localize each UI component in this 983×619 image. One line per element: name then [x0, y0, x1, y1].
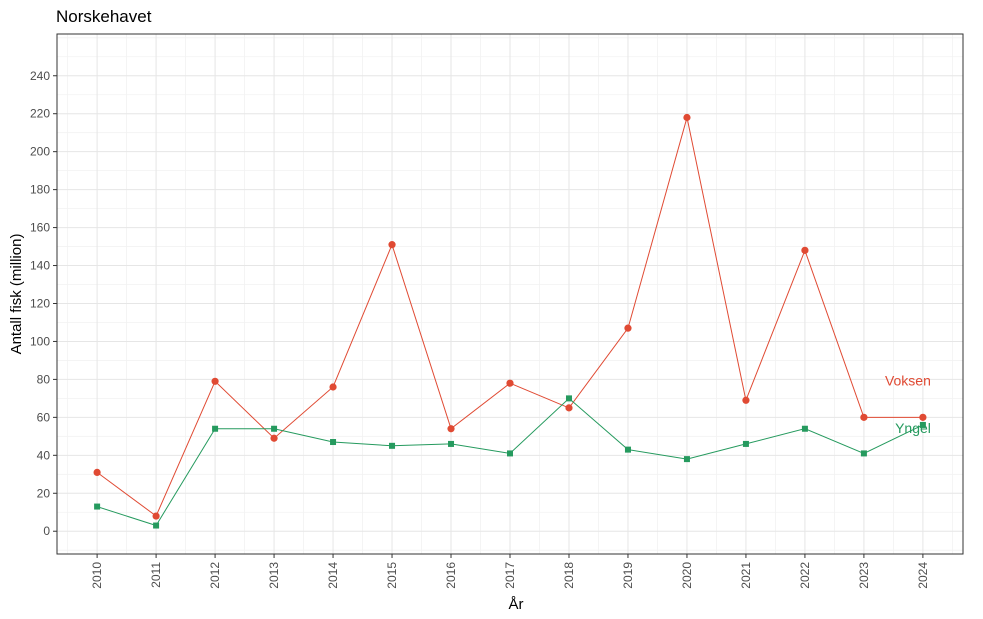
x-tick-label: 2012 [208, 562, 222, 589]
x-tick-label: 2019 [621, 562, 635, 589]
data-point-yngel [801, 425, 808, 432]
y-tick-label: 120 [30, 296, 50, 310]
y-tick-label: 40 [37, 448, 51, 462]
data-point-voksen [860, 413, 868, 421]
data-point-yngel [212, 425, 219, 432]
data-point-yngel [389, 442, 396, 449]
data-point-voksen [919, 413, 927, 421]
data-point-voksen [270, 434, 278, 442]
data-point-voksen [624, 324, 632, 332]
y-tick-label: 20 [37, 486, 51, 500]
data-point-yngel [330, 439, 337, 446]
major-gridlines [57, 34, 963, 554]
data-point-voksen [801, 246, 809, 254]
x-tick-label: 2014 [326, 562, 340, 589]
data-point-yngel [271, 425, 278, 432]
y-tick-label: 140 [30, 259, 50, 273]
x-tick-label: 2021 [739, 562, 753, 589]
x-tick-label: 2023 [857, 562, 871, 589]
x-tick-label: 2010 [90, 562, 104, 589]
data-point-voksen [93, 468, 101, 476]
x-tick-label: 2016 [444, 562, 458, 589]
chart-title: Norskehavet [56, 7, 152, 26]
x-tick-label: 2024 [916, 562, 930, 589]
x-tick-label: 2015 [385, 562, 399, 589]
data-point-voksen [683, 113, 691, 122]
data-point-voksen [447, 425, 455, 433]
data-point-voksen [565, 404, 573, 412]
data-point-yngel [742, 440, 749, 447]
y-tick-label: 200 [30, 145, 50, 159]
x-tick-label: 2013 [267, 562, 281, 589]
data-point-voksen [211, 377, 219, 385]
data-point-yngel [565, 395, 572, 402]
data-point-yngel [683, 456, 690, 463]
y-tick-label: 180 [30, 183, 50, 197]
y-tick-label: 220 [30, 107, 50, 121]
data-point-yngel [94, 503, 101, 510]
data-point-voksen [152, 512, 160, 520]
data-point-voksen [329, 383, 337, 391]
y-tick-label: 100 [30, 334, 50, 348]
y-tick-label: 240 [30, 69, 50, 83]
data-point-yngel [448, 440, 455, 447]
x-axis-title: År [509, 596, 524, 613]
x-tick-label: 2011 [149, 562, 163, 588]
y-tick-label: 0 [43, 524, 50, 538]
data-point-voksen [388, 241, 396, 249]
data-point-yngel [507, 450, 513, 457]
data-point-yngel [860, 450, 867, 457]
y-axis-title: Antall fisk (million) [8, 234, 25, 355]
y-tick-label: 60 [37, 410, 51, 424]
x-tick-label: 2022 [798, 562, 812, 589]
x-tick-label: 2020 [680, 562, 694, 589]
series-label-voksen: Voksen [885, 372, 931, 388]
data-point-yngel [919, 421, 926, 428]
y-tick-label: 160 [30, 221, 50, 235]
data-point-voksen [506, 379, 514, 387]
data-point-yngel [153, 522, 160, 529]
x-tick-label: 2018 [562, 562, 576, 589]
series-layer: Voksen Yngel [93, 113, 931, 529]
data-point-yngel [624, 446, 631, 453]
y-tick-label: 80 [37, 372, 51, 386]
y-axis: 0 20 40 60 80 100 120 140 160 180 200 220 240 [30, 69, 57, 538]
x-axis: 2010 2011 2012 2013 2014 2015 2016 2017 2018 2019… [90, 554, 930, 589]
series-label-yngel: Yngel [895, 420, 931, 436]
x-tick-label: 2017 [503, 562, 517, 589]
data-point-voksen [742, 396, 750, 404]
